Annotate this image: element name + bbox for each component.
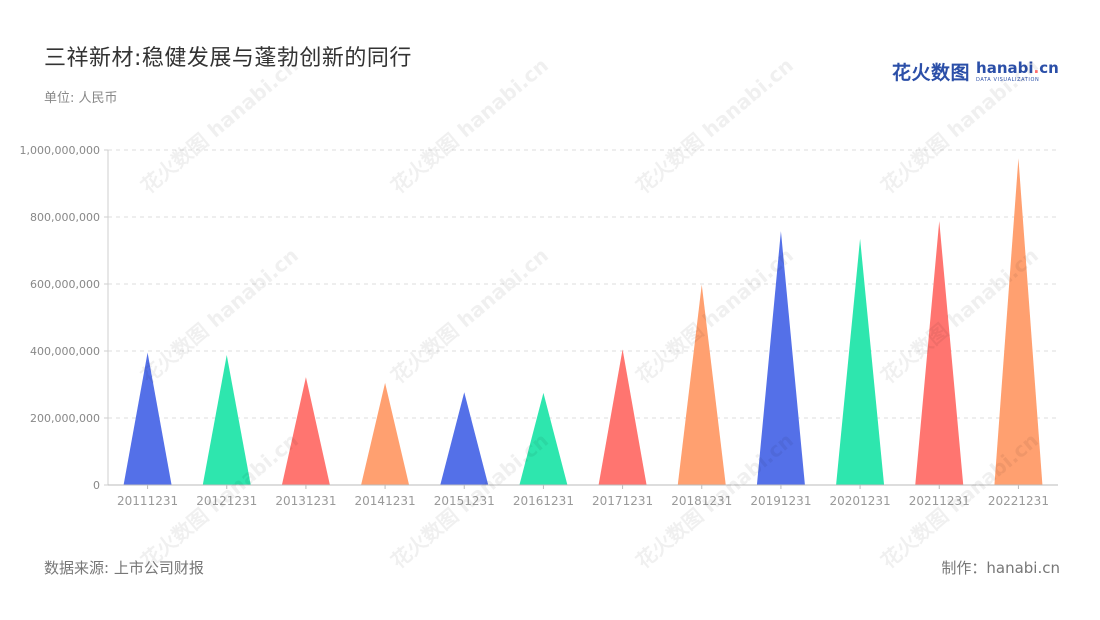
unit-label: 单位: 人民币 — [44, 91, 118, 106]
logo-en-main: hanabi.cn — [976, 58, 1059, 77]
y-axis: 0 200,000,000 400,000,000 600,000,000 800,00… — [20, 144, 109, 492]
x-tick-label: 20111231 — [117, 494, 178, 508]
x-axis: 20111231 20121231 20131231 20141231 20151231… — [108, 484, 1058, 508]
logo-en-post: cn — [1039, 58, 1059, 77]
x-tick-label: 20141231 — [355, 494, 416, 508]
bar-20201231 — [836, 238, 885, 485]
y-tick-label: 0 — [93, 479, 100, 492]
x-tick-label: 20191231 — [750, 494, 811, 508]
logo-en: hanabi.cn DATA VISUALIZATION — [976, 58, 1059, 83]
bar-20161231 — [519, 392, 568, 485]
made-by: 制作：hanabi.cn — [941, 559, 1060, 577]
y-tick-label: 400,000,000 — [30, 345, 100, 358]
x-tick-label: 20181231 — [671, 494, 732, 508]
bar-20111231 — [123, 352, 172, 485]
x-tick-label: 20151231 — [434, 494, 495, 508]
y-tick-label: 600,000,000 — [30, 278, 100, 291]
x-tick-label: 20211231 — [909, 494, 970, 508]
bar-20141231 — [361, 382, 410, 485]
x-tick-label: 20221231 — [988, 494, 1049, 508]
bar-20191231 — [756, 231, 805, 485]
logo-cn-text: 花火数图 — [892, 62, 971, 84]
bar-20211231 — [915, 221, 964, 485]
x-tick-label: 20201231 — [830, 494, 891, 508]
chart-bars — [123, 158, 1043, 485]
brand-logo: 花火数图 hanabi.cn DATA VISUALIZATION — [892, 58, 1059, 85]
logo-en-sub: DATA VISUALIZATION — [976, 76, 1040, 83]
logo-en-dot: . — [1033, 58, 1040, 77]
bar-20181231 — [677, 284, 726, 485]
x-tick-label: 20131231 — [275, 494, 336, 508]
y-tick-label: 200,000,000 — [30, 412, 100, 425]
y-tick-label: 1,000,000,000 — [20, 144, 100, 157]
x-tick-label: 20171231 — [592, 494, 653, 508]
bar-20221231 — [994, 158, 1043, 485]
bar-20151231 — [440, 392, 489, 485]
x-tick-label: 20121231 — [196, 494, 257, 508]
data-source: 数据来源: 上市公司财报 — [44, 559, 204, 577]
grid-lines — [108, 149, 1058, 419]
y-tick-label: 800,000,000 — [30, 211, 100, 224]
chart-title: 三祥新材:稳健发展与蓬勃创新的同行 — [44, 46, 412, 71]
bar-20121231 — [202, 355, 251, 485]
x-tick-label: 20161231 — [513, 494, 574, 508]
logo-en-pre: hanabi — [976, 58, 1034, 77]
bar-20171231 — [598, 349, 647, 485]
bar-20131231 — [281, 377, 330, 485]
